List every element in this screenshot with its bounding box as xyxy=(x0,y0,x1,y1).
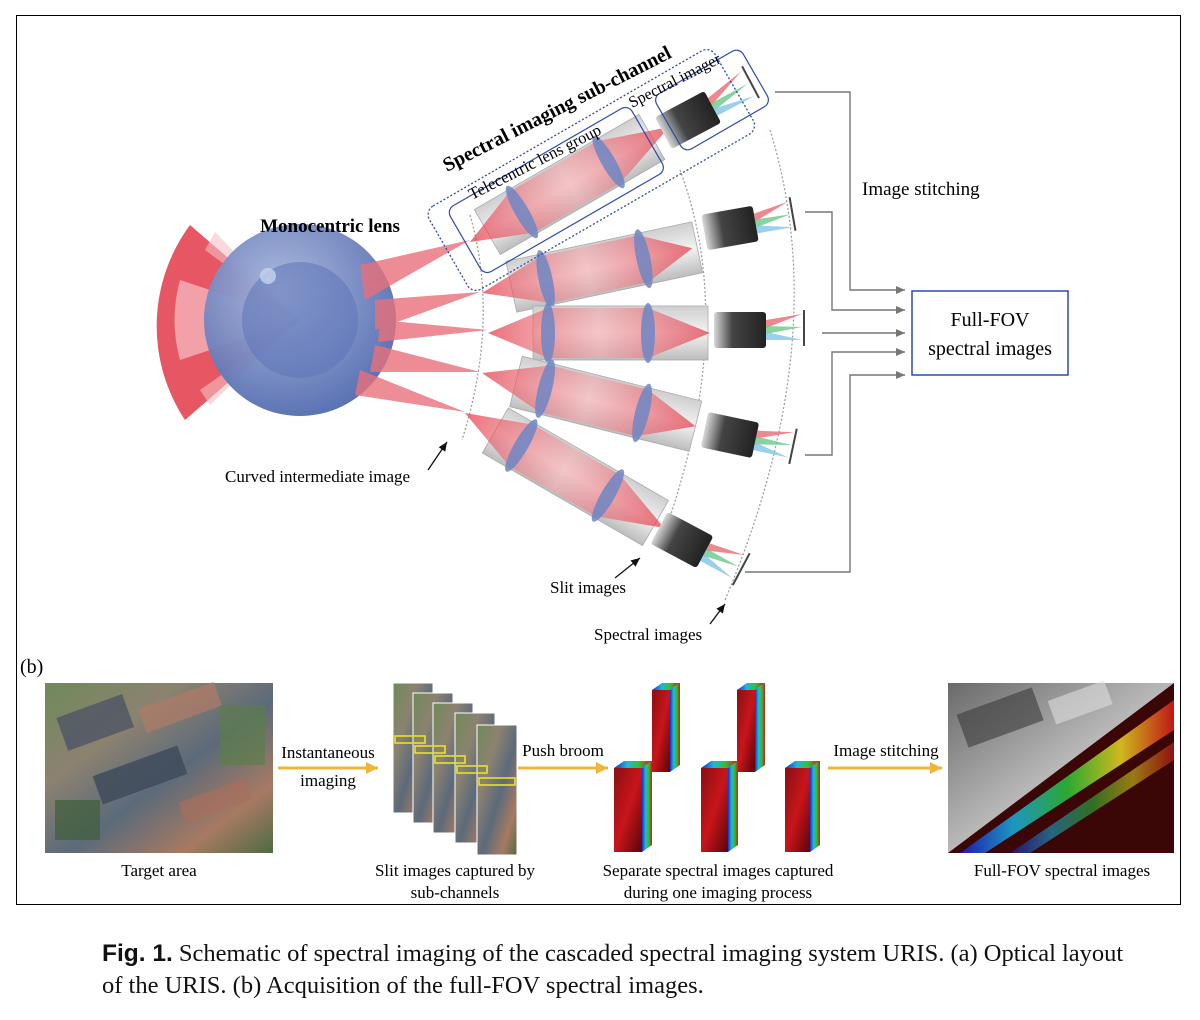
arrow2-label: Push broom xyxy=(522,741,604,760)
arrow3-label: Image stitching xyxy=(833,741,939,760)
target-area-image xyxy=(45,682,273,853)
spectral-cube-1 xyxy=(652,683,680,772)
full-fov-caption: Full-FOV spectral images xyxy=(974,861,1150,880)
subchannel-outline xyxy=(427,48,756,292)
arrow1-label-line1: Instantaneous xyxy=(281,743,374,762)
full-fov-label-line1: Full-FOV xyxy=(951,309,1030,331)
spectral-imager-4 xyxy=(701,412,798,465)
slit-caption-line2: sub-channels xyxy=(411,883,500,902)
curved-intermediate-label: Curved intermediate image xyxy=(225,467,410,486)
spectral-cube-3 xyxy=(614,761,652,852)
spectral-imager-5 xyxy=(651,512,751,586)
slit-images-label: Slit images xyxy=(550,578,626,597)
full-fov-spectral-image xyxy=(948,680,1174,853)
slit-images-arrow xyxy=(614,557,641,579)
stitching-connectors xyxy=(745,91,905,573)
spectral-images-label: Spectral images xyxy=(594,625,702,644)
subchannel-2 xyxy=(482,221,704,313)
subchannel-3 xyxy=(488,303,710,363)
curved-intermediate-image-arc xyxy=(461,214,484,441)
slit-caption-line1: Slit images captured by xyxy=(375,861,536,880)
figure-caption-text: Schematic of spectral imaging of the cas… xyxy=(102,940,1124,999)
curved-intermediate-arrow xyxy=(427,441,448,471)
spectral-cube-4 xyxy=(701,761,738,852)
monocentric-lens xyxy=(204,224,396,416)
subchannel-1 xyxy=(470,113,670,256)
figure-caption-label: Fig. 1. xyxy=(102,940,173,967)
sphere-output-rays xyxy=(355,240,488,412)
image-stitching-label: Image stitching xyxy=(862,179,980,200)
spectral-images-arrow xyxy=(709,603,726,625)
full-fov-box xyxy=(911,290,1069,376)
separate-caption-line2: during one imaging process xyxy=(624,883,812,902)
arrow1-label-line2: imaging xyxy=(300,771,356,790)
separate-caption-line1: Separate spectral images captured xyxy=(603,861,834,880)
spectral-imager-2 xyxy=(701,197,797,250)
monocentric-label: Monocentric lens xyxy=(260,216,400,237)
slit-image-stack xyxy=(392,682,518,856)
subchannel-4 xyxy=(482,355,703,452)
panel-b-label: (b) xyxy=(20,656,43,678)
telecentric-outline xyxy=(448,106,664,274)
spectral-cube-5 xyxy=(785,761,820,852)
spectral-image-arc xyxy=(724,129,795,601)
full-fov-label-line2: spectral images xyxy=(928,338,1052,360)
spectral-imager-outline xyxy=(655,49,769,151)
target-area-caption: Target area xyxy=(121,861,197,880)
spectral-imager-1 xyxy=(655,65,760,148)
spectral-cube-2 xyxy=(737,683,765,772)
subchannel-5 xyxy=(465,407,670,547)
spectral-imager-3 xyxy=(714,310,805,348)
figure-caption: Fig. 1. Schematic of spectral imaging of… xyxy=(102,938,1142,1002)
